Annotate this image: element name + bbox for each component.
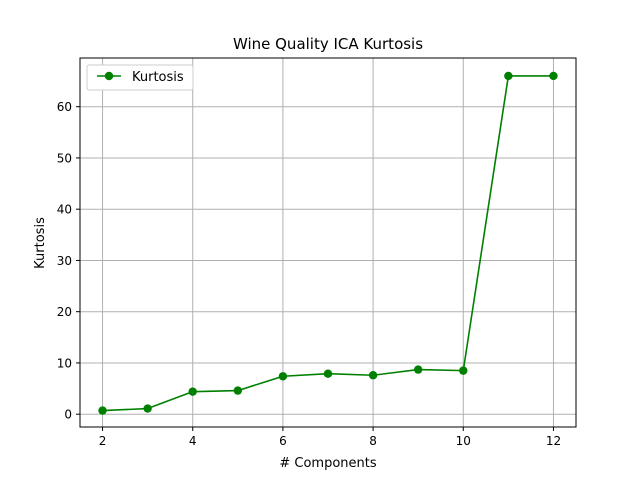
y-tick-label: 60 xyxy=(57,100,72,114)
x-tick-label: 12 xyxy=(546,434,561,448)
data-point xyxy=(459,366,468,375)
x-tick-label: 2 xyxy=(99,434,107,448)
data-point xyxy=(413,365,423,374)
ticks: 2 4 6 8 10 12 0 10 20 30 40 50 60 xyxy=(57,100,561,448)
x-tick-label: 6 xyxy=(279,434,287,448)
legend-marker xyxy=(104,71,114,81)
data-point xyxy=(323,369,333,378)
data-point xyxy=(504,71,513,81)
data-point xyxy=(368,371,378,380)
x-tick-label: 4 xyxy=(189,434,197,448)
y-tick-label: 50 xyxy=(57,151,72,165)
data-point xyxy=(233,386,243,395)
data-point xyxy=(278,372,288,381)
y-tick-label: 10 xyxy=(57,356,72,370)
y-tick-label: 0 xyxy=(64,408,72,422)
legend-box xyxy=(86,64,194,91)
data-point xyxy=(188,387,197,396)
x-tick-label: 10 xyxy=(456,434,471,448)
plot-frame xyxy=(79,57,577,428)
y-tick-label: 20 xyxy=(57,305,72,319)
data-point xyxy=(143,404,152,413)
y-axis-label: Kurtosis xyxy=(33,217,48,269)
series-layer xyxy=(98,71,558,415)
legend: Kurtosis xyxy=(86,64,194,91)
x-tick-label: 8 xyxy=(369,434,377,448)
data-point xyxy=(98,406,107,415)
grid xyxy=(80,58,576,427)
data-point xyxy=(549,71,558,81)
legend-label: Kurtosis xyxy=(132,70,184,85)
y-tick-label: 40 xyxy=(57,203,72,217)
x-axis-label: # Components xyxy=(279,456,376,471)
chart-title: Wine Quality ICA Kurtosis xyxy=(233,35,423,53)
y-tick-label: 30 xyxy=(57,254,72,268)
